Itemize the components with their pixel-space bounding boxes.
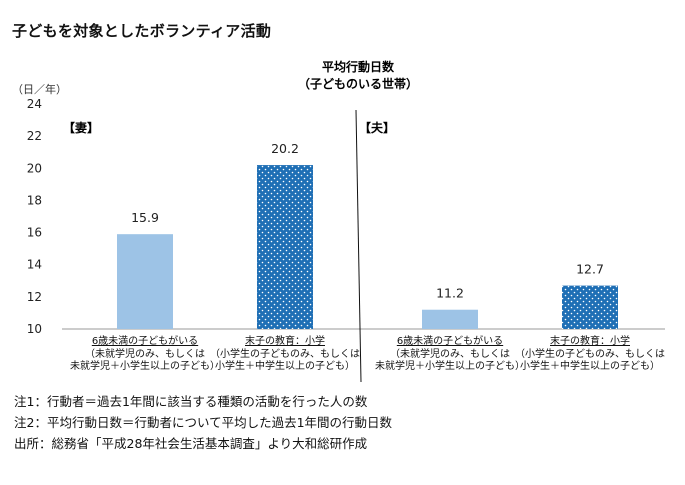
chart-subtitle: （子どものいる世帯） [298, 76, 418, 91]
page-title: 子どもを対象としたボランティア活動 [12, 22, 272, 40]
category-label-main: 6歳未満の子どもがいる [92, 334, 198, 347]
y-tick-label: 12 [27, 290, 42, 304]
y-axis-unit-label: （日／年） [12, 82, 67, 96]
y-tick-label: 16 [27, 226, 42, 240]
y-tick-label: 10 [27, 322, 42, 336]
bar-value-label: 11.2 [436, 286, 464, 301]
panel-divider-line [355, 109, 362, 383]
bar-value-label: 15.9 [131, 210, 159, 225]
source-note: 出所：総務省「平成28年社会生活基本調査」より大和総研作成 [14, 436, 368, 451]
note-2: 注2：平均行動日数＝行動者について平均した過去1年間の行動日数 [14, 415, 393, 430]
panel-1: 【夫】 11.2 6歳未満の子どもがいる（未就学児のみ、もしくは未就学児＋小学生以上… [359, 120, 665, 372]
category-label-main: 6歳未満の子どもがいる [397, 334, 503, 347]
bar [257, 165, 313, 329]
chart-title: 平均行動日数 [322, 59, 395, 74]
category-label-main: 末子の教育：小学 [550, 334, 630, 347]
y-tick-label: 14 [27, 258, 42, 272]
panel-label: 【夫】 [359, 120, 395, 135]
y-tick-label: 24 [27, 97, 42, 111]
panel-label: 【妻】 [63, 120, 99, 135]
y-tick-label: 18 [27, 193, 42, 207]
bar-value-label: 20.2 [271, 141, 299, 156]
category-label-sub: （小学生の子どものみ、もしくは [515, 347, 665, 360]
category-label-sub: （未就学児のみ、もしくは [390, 347, 510, 360]
bar [117, 234, 173, 329]
category-label-sub: （小学生の子どものみ、もしくは [210, 347, 360, 360]
bar [562, 285, 618, 329]
bar [422, 309, 478, 329]
note-1: 注1：行動者＝過去1年間に該当する種類の活動を行った人の数 [14, 394, 368, 409]
panel-0: 【妻】 15.9 6歳未満の子どもがいる（未就学児のみ、もしくは未就学児＋小学生以上… [63, 120, 360, 372]
y-tick-label: 22 [27, 129, 42, 143]
category-label-sub: 小学生＋中学生以上の子ども） [520, 359, 660, 372]
category-label-sub: 小学生＋中学生以上の子ども） [215, 359, 355, 372]
notes-block: 注1：行動者＝過去1年間に該当する種類の活動を行った人の数 注2：平均行動日数＝… [14, 391, 392, 454]
category-label-sub: （未就学児のみ、もしくは [85, 347, 205, 360]
y-tick-label: 20 [27, 161, 42, 175]
category-label-main: 末子の教育：小学 [245, 334, 325, 347]
category-label-sub: 未就学児＋小学生以上の子ども） [70, 359, 220, 372]
bar-value-label: 12.7 [576, 262, 604, 277]
category-label-sub: 未就学児＋小学生以上の子ども） [375, 359, 525, 372]
